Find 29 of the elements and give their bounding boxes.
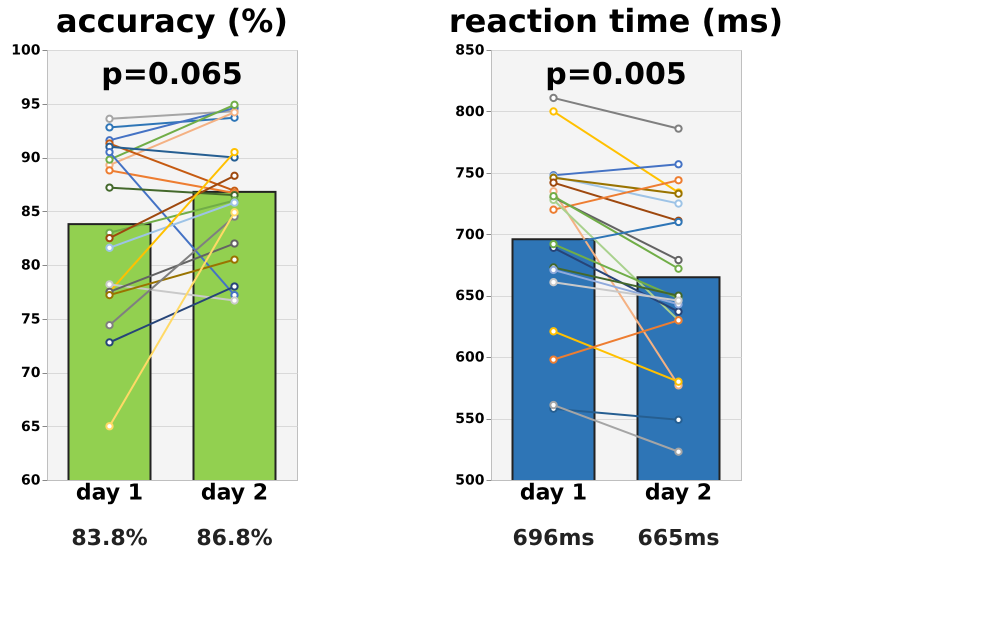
annotation: p=0.065	[101, 57, 243, 92]
y-tick-label: 65	[21, 418, 40, 435]
text: 665ms	[638, 526, 720, 551]
x-tick-label: day 2	[200, 480, 268, 506]
annotation: p=0.005	[545, 57, 687, 92]
y-tick-label: 600	[455, 350, 485, 366]
x-tick-label: day 1	[76, 480, 144, 506]
y-tick-label: 750	[455, 165, 485, 182]
y-tick-label: 850	[455, 42, 485, 58]
chart-title: reaction time (ms)	[448, 2, 784, 40]
x-tick-label: day 1	[520, 480, 588, 506]
text: 86.8%	[196, 526, 273, 551]
y-tick-label: 650	[455, 288, 485, 304]
y-tick-label: 70	[21, 365, 41, 381]
y-tick-label: 80	[21, 258, 41, 274]
y-tick-label: 90	[21, 150, 41, 166]
y-tick-label: 800	[455, 104, 485, 120]
x-tick-label: day 2	[644, 480, 712, 506]
y-tick-label: 700	[455, 226, 485, 243]
y-tick-label: 95	[21, 96, 40, 112]
y-tick-label: 500	[455, 472, 485, 488]
y-tick-label: 60	[21, 472, 41, 488]
text: 83.8%	[71, 526, 148, 551]
y-tick-label: 75	[21, 311, 40, 328]
chart-title: accuracy (%)	[56, 2, 288, 40]
text: 696ms	[512, 526, 594, 551]
y-tick-label: 100	[11, 42, 41, 58]
y-tick-label: 85	[21, 204, 40, 220]
y-tick-label: 550	[455, 411, 485, 428]
